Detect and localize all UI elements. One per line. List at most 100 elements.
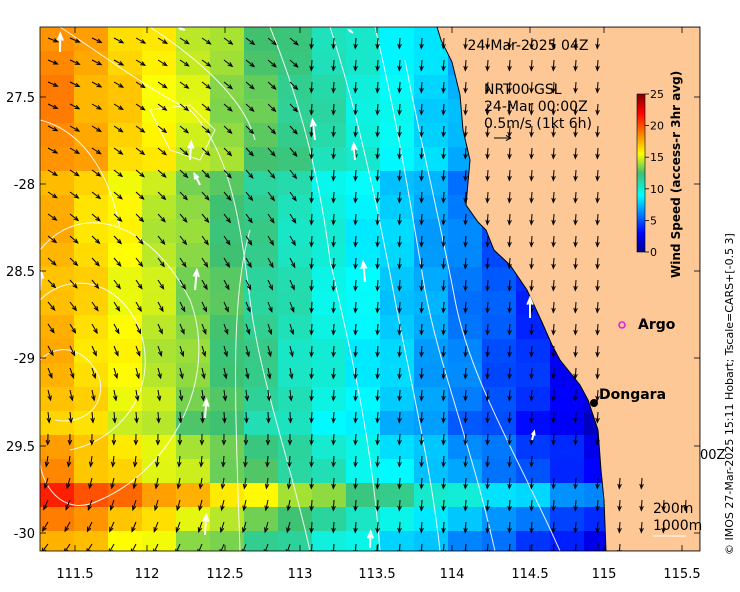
wind-arrow [112,389,118,402]
wind-arrow [46,411,51,424]
wind-speed-cell [108,531,143,551]
wind-speed-cell [380,483,415,508]
wind-arrow [64,521,71,533]
wind-speed-cell [40,195,75,220]
wind-arrow [573,345,578,358]
wind-arrow [91,147,102,155]
wind-arrow [223,59,234,68]
wind-speed-cell [312,219,347,244]
wind-arrow [573,411,578,424]
wind-arrow [264,521,269,534]
wind-arrow [441,257,446,270]
wind-speed-cell [516,507,551,532]
wind-arrow [113,191,123,200]
wind-arrow [47,389,52,402]
wind-speed-cell [414,243,449,268]
wind-arrow [289,169,298,180]
wind-arrow [66,455,72,468]
wind-speed-cell [414,147,449,172]
wind-speed-cell [40,123,75,148]
wind-arrow [267,257,274,269]
wind-arrow [419,279,424,292]
wind-arrow [178,389,184,402]
wind-speed-cell [40,243,75,268]
wind-speed-cell [346,291,381,316]
wind-arrow [463,103,468,116]
wind-arrow [485,323,490,336]
wind-speed-cell [108,171,143,196]
wind-arrow [242,499,247,512]
wind-arrow [69,367,75,379]
wind-arrow [331,169,336,182]
wind-arrow [242,477,248,490]
wind-arrow [419,169,424,182]
wind-arrow [375,477,380,490]
wind-arrow [551,433,556,446]
colorbar: 25 20 15 10 5 0 Wind Speed (access-r 3hr avg) [636,71,683,278]
wind-arrow [353,257,358,270]
wind-arrow [220,477,226,490]
wind-speed-cell [142,147,177,172]
wind-arrow [441,543,446,551]
wind-arrow [661,521,666,534]
wind-arrow [507,521,512,534]
wind-arrow [47,81,59,87]
dongara-marker-icon [590,399,598,407]
wind-speed-cell [516,483,551,508]
wind-arrow [66,477,71,490]
wind-speed-cell [40,435,75,460]
wind-speed-cell [550,483,585,508]
wind-arrow [88,477,93,490]
wind-arrow [178,411,183,424]
wind-arrow [595,411,600,424]
wind-arrow [245,169,254,179]
contour-line [404,59,561,551]
wind-arrow [419,455,424,468]
wind-arrow [529,543,534,551]
wind-speed-cell [108,315,143,340]
wind-speed-cell [74,51,109,76]
wind-arrow [110,477,115,490]
wind-arrow [595,477,600,490]
wind-legend-arrowhead-icon [505,135,512,141]
wind-arrow [485,59,490,72]
wind-arrow [551,301,556,314]
wind-speed-cell [346,75,381,100]
contour-line [40,222,200,506]
wind-arrow [110,455,116,468]
wind-speed-cell [74,531,109,551]
wind-arrow [135,169,145,178]
wind-speed-cell [210,459,245,484]
wind-speed-cell [346,99,381,124]
wind-arrow [154,477,159,490]
wind-arrow [198,499,203,512]
wind-speed-cell [550,531,585,551]
wind-arrow [529,455,534,468]
wind-legend-line1: NRT00 GSL [484,82,562,98]
wind-speed-cell [414,75,449,100]
wind-arrow [157,301,164,313]
wind-arrows [40,27,688,551]
wind-arrow [289,213,297,224]
wind-arrow [157,191,167,201]
wind-speed-cell [312,291,347,316]
longitude-axis: 111.5 112 112.5 113 113.5 114 114.5 115 115.5 [56,27,701,582]
wind-arrow [573,543,578,551]
wind-arrow [220,499,225,512]
wind-arrow [47,279,57,289]
wind-speed-cell [278,411,313,436]
wind-arrow [551,367,556,380]
wind-arrow [463,367,468,380]
wind-arrow [113,301,121,312]
wind-arrow [529,389,534,402]
wind-speed-cell [74,243,109,268]
wind-arrow [155,433,161,446]
wind-arrow [69,301,78,312]
wind-speed-cell [346,339,381,364]
wind-arrow [331,477,336,490]
wind-arrow [267,103,277,113]
wind-arrow [331,257,336,270]
lat-tick-label: 29.5 [6,440,35,455]
wind-arrow [157,345,163,358]
wind-arrow [463,433,468,446]
